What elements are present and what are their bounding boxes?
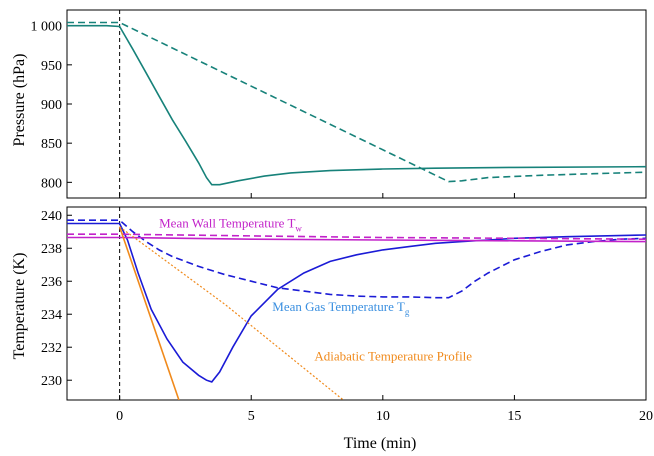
top-series-line-2 [67,21,646,183]
bottom-y-tick-label: 236 [41,275,62,290]
bottom-annotation-2: Mean Gas Temperature Tg [272,299,410,317]
bottom-y-tick-label: 232 [41,341,62,356]
bottom-panel: 230 232 234 236 238 240 0 5 10 15 20 Mean Wall Temp… [41,206,653,424]
bottom-y-axis-title: Temperature (K) [11,253,28,360]
x-tick-label: 0 [116,409,123,424]
bottom-series-line-1 [67,222,646,383]
bottom-series-line-6 [119,226,344,400]
x-tick-label: 10 [376,409,390,424]
bottom-annotation-1: Mean Wall Temperature Tw [159,216,302,234]
top-y-tick-label: 950 [41,59,62,74]
x-tick-label: 5 [248,409,255,424]
bottom-y-tick-label: 240 [41,209,62,224]
bottom-y-tick-label: 238 [41,242,62,257]
bottom-y-tick-label: 230 [41,374,62,389]
bottom-series-line-3 [67,236,646,243]
top-y-tick-label: 1 000 [31,20,63,35]
x-axis-title: Time (min) [344,435,417,452]
bottom-annotation-3: Adiabatic Temperature Profile [314,348,472,363]
top-y-tick-label: 900 [41,98,62,113]
top-panel: 800 850 900 950 1 000 [31,9,647,199]
bottom-series-line-2 [67,219,646,299]
x-tick-label: 15 [507,409,521,424]
x-tick-label: 20 [639,409,653,424]
bottom-plot-frame [66,206,647,401]
bottom-series-line-5 [118,226,180,400]
top-y-tick-label: 850 [41,137,62,152]
top-y-axis-title: Pressure (hPa) [11,54,28,147]
bottom-y-tick-label: 234 [41,308,62,323]
top-series-line-1 [67,24,646,186]
top-y-tick-label: 800 [41,176,62,191]
